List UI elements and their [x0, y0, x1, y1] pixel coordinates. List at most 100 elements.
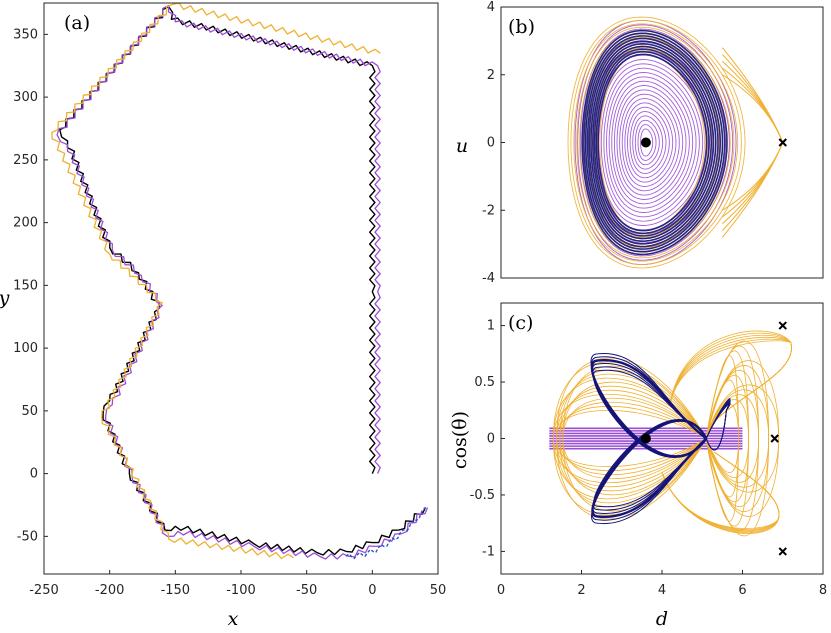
- x-tick-label: -50: [296, 583, 317, 598]
- orbit-navy: [586, 37, 722, 248]
- orbit-purple: [608, 76, 694, 209]
- orbit-purple: [579, 28, 730, 257]
- panel-a: -250 -200 -150 -100 -50 0 50 -50 0 50 100 150 200 250…: [0, 2, 447, 630]
- y-tick-label: 1: [487, 319, 495, 334]
- x-tick-label: 0: [497, 583, 505, 598]
- x-tick-label: 2: [577, 583, 585, 598]
- orbit-purple: [577, 24, 734, 261]
- orbit-purple: [634, 119, 660, 166]
- trajectory-black: [59, 6, 426, 556]
- fixed-point-cross: [778, 547, 787, 556]
- fixed-point-cross: [770, 434, 779, 443]
- y-tick-label: 0.5: [474, 375, 495, 390]
- x-tick-label: 8: [819, 583, 827, 598]
- orbit-purple: [616, 89, 684, 196]
- orbit-purple: [621, 98, 677, 187]
- panel-c-xlabel: d: [656, 608, 668, 630]
- orbit-orange: [579, 30, 731, 255]
- y-tick-label: 300: [13, 90, 38, 105]
- panel-c-ylabel: cos(θ): [449, 411, 471, 469]
- orbit-purple: [600, 63, 704, 222]
- y-tick-label: -2: [482, 203, 495, 218]
- orbit-navy: [590, 42, 717, 243]
- orbit-purple: [637, 124, 657, 161]
- orbit-navy: [588, 40, 719, 245]
- orbit-purple: [632, 115, 664, 170]
- y-tick-label: 0: [487, 432, 495, 447]
- y-tick-label: 50: [21, 404, 38, 419]
- orbit-navy: [581, 29, 728, 256]
- orbit-purple: [611, 80, 690, 205]
- orbit-navy: [584, 35, 724, 250]
- orbit-purple: [629, 111, 667, 174]
- navy-lobe-lower: [593, 419, 707, 508]
- y-tick-label: 4: [487, 0, 495, 15]
- y-tick-label: 0: [487, 136, 495, 151]
- x-tick-label: 4: [658, 583, 666, 598]
- orange-outer-loop: [661, 451, 780, 529]
- orbit-purple: [640, 128, 654, 157]
- fixed-point-dot: [640, 433, 651, 444]
- y-tick-label: 0: [30, 467, 38, 482]
- x-tick-label: 0: [368, 583, 376, 598]
- trajectory-blue: [345, 507, 428, 560]
- orbit-purple: [627, 106, 670, 179]
- panel-b-ticks: -4 -2 0 2 4: [482, 0, 505, 286]
- navy-lobe-upper: [590, 359, 708, 458]
- y-tick-label: 250: [13, 153, 38, 168]
- y-tick-label: -50: [17, 529, 38, 544]
- navy-lobe-upper: [591, 363, 707, 458]
- orbit-orange: [567, 16, 746, 269]
- orbit-purple: [603, 67, 700, 218]
- orbit-navy: [591, 45, 715, 240]
- panel-b: -4 -2 0 2 4 (b) u: [456, 0, 824, 286]
- orbit-navy: [597, 53, 708, 232]
- orbit-purple: [613, 85, 687, 200]
- panel-c-ticks: 0 2 4 6 8 -1 -0.5 0 0.5 1: [470, 319, 828, 598]
- orange-outer-loop: [669, 330, 792, 422]
- panel-c-label: (c): [508, 312, 533, 334]
- orbit-purple: [606, 72, 697, 213]
- orange-lobe-right: [705, 355, 739, 522]
- x-tick-label: -150: [161, 583, 191, 598]
- panel-a-ylabel: y: [0, 287, 10, 309]
- panel-b-label: (b): [508, 16, 535, 38]
- orbit-navy: [595, 50, 710, 235]
- panel-c: 0 2 4 6 8 -1 -0.5 0 0.5 1 (c) d cos(θ): [449, 302, 828, 630]
- y-tick-label: -0.5: [470, 488, 495, 503]
- y-tick-label: 100: [13, 341, 38, 356]
- orbit-navy: [593, 48, 713, 237]
- navy-lobe-lower: [592, 419, 707, 511]
- orbit-orange: [573, 23, 739, 262]
- y-tick-label: 350: [13, 27, 38, 42]
- orbit-orange: [576, 26, 735, 259]
- x-tick-label: -200: [95, 583, 125, 598]
- orange-lobe-right: [705, 340, 770, 537]
- y-tick-label: 2: [487, 68, 495, 83]
- navy-lobe-lower: [592, 419, 707, 514]
- orbit-purple: [574, 19, 737, 266]
- x-tick-label: -250: [29, 583, 59, 598]
- y-tick-label: -1: [482, 544, 495, 559]
- y-tick-label: 150: [13, 278, 38, 293]
- navy-lobe-right: [705, 403, 731, 451]
- panel-a-label: (a): [64, 12, 90, 34]
- panel-a-trajectories: [51, 3, 429, 560]
- x-tick-label: -100: [226, 583, 256, 598]
- x-tick-label: 50: [430, 583, 447, 598]
- navy-lobe-lower: [591, 419, 708, 518]
- panel-b-ylabel: u: [456, 135, 468, 157]
- fixed-point-cross: [778, 138, 787, 147]
- x-tick-label: 6: [738, 583, 746, 598]
- navy-lobe-upper: [592, 369, 707, 458]
- y-tick-label: -4: [482, 271, 495, 286]
- panel-a-xlabel: x: [228, 608, 239, 630]
- y-tick-label: 200: [13, 216, 38, 231]
- navy-lobe-upper: [592, 366, 707, 458]
- orbit-orange: [570, 19, 742, 266]
- trajectory-orange: [51, 3, 381, 560]
- orange-lobe-right: [705, 360, 780, 517]
- orbit-purple: [619, 93, 680, 192]
